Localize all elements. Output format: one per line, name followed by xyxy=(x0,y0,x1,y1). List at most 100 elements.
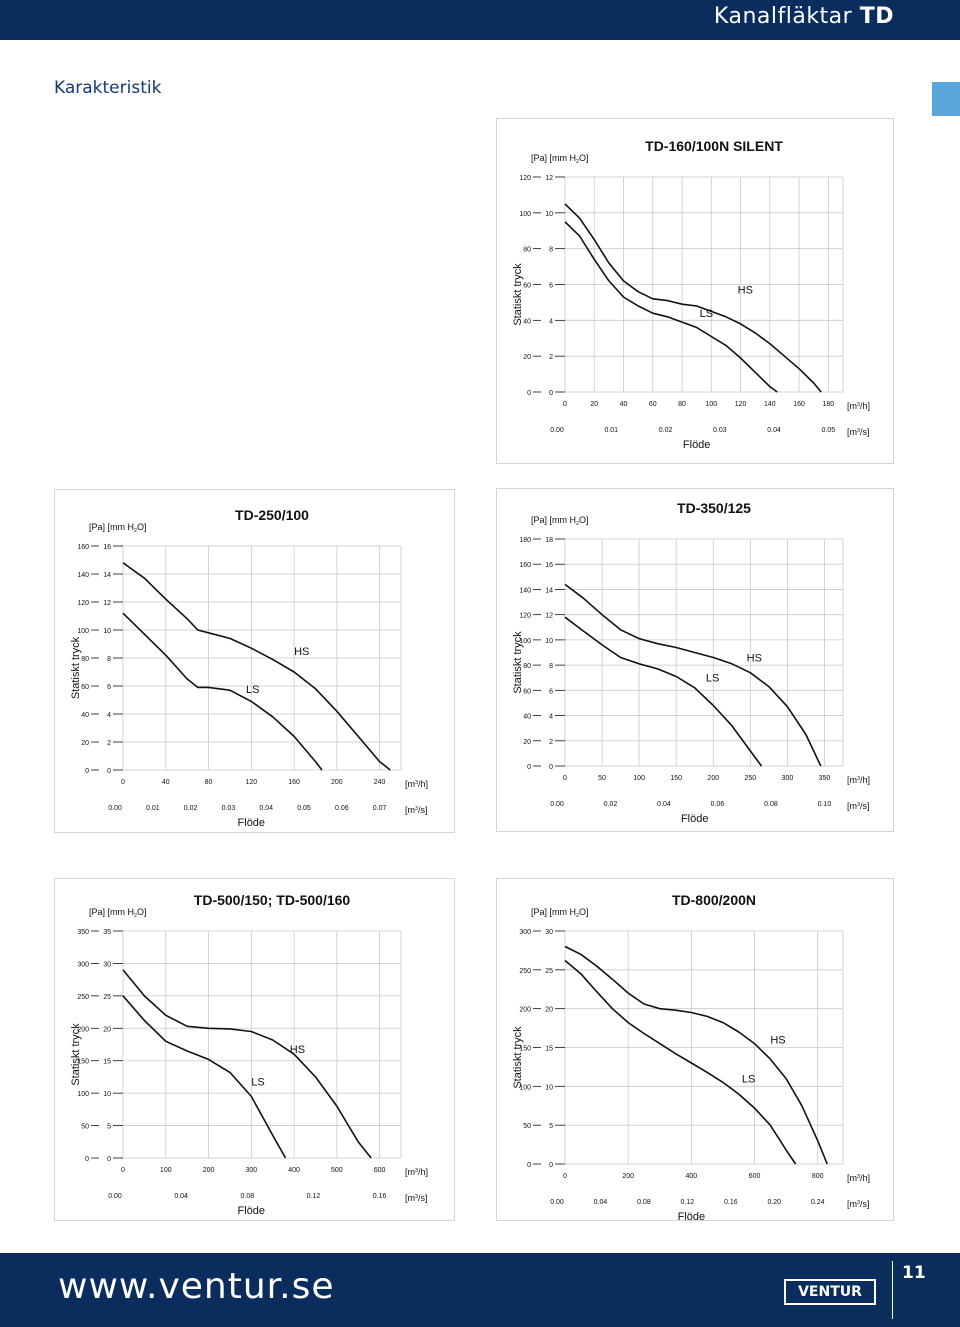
x-tick-label: 0 xyxy=(563,775,567,782)
mm-tick-label: 6 xyxy=(549,283,553,290)
pa-tick-label: 100 xyxy=(519,211,531,218)
x-tick-label: 100 xyxy=(705,401,717,408)
x-axis-title: Flöde xyxy=(681,813,709,825)
x-tick-label: 120 xyxy=(245,779,257,786)
y-axis-title: Statiskt tryck xyxy=(512,263,524,326)
pa-tick-label: 350 xyxy=(77,929,89,936)
pa-tick-label: 40 xyxy=(523,318,531,325)
series-line-hs xyxy=(122,562,391,771)
pa-tick-label: 150 xyxy=(77,1059,89,1066)
pa-tick-label: 300 xyxy=(519,929,531,936)
x-tick-label: 160 xyxy=(793,401,805,408)
curve-label-hs: HS xyxy=(747,652,762,664)
x2-tick-label: 0.07 xyxy=(373,805,387,812)
pa-tick-label: 20 xyxy=(523,739,531,746)
mm-tick-label: 10 xyxy=(545,638,553,645)
x2-tick-label: 0.16 xyxy=(373,1193,387,1200)
mm-tick-label: 10 xyxy=(545,1084,553,1091)
chart-panel-td-160: 0 0 20 2 40 4 60 6 80 8 100 10 120 12 0 20 40 60 80 100 120 1… xyxy=(496,118,894,464)
mm-tick-label: 14 xyxy=(545,587,553,594)
series-line-ls xyxy=(122,995,287,1159)
x-tick-label: 500 xyxy=(331,1167,343,1174)
x-tick-label: 80 xyxy=(205,779,213,786)
series-line-ls xyxy=(564,616,763,767)
x-unit-bottom: [m3/s] xyxy=(847,427,870,437)
x-axis-title: Flöde xyxy=(238,1205,266,1217)
pa-tick-label: 60 xyxy=(523,688,531,695)
y-axis-title: Statiskt tryck xyxy=(512,1026,524,1089)
pa-tick-label: 60 xyxy=(523,283,531,290)
mm-tick-label: 16 xyxy=(545,562,553,569)
x-tick-label: 150 xyxy=(670,775,682,782)
y-axis-title: Statiskt tryck xyxy=(512,631,524,694)
mm-tick-label: 2 xyxy=(107,740,111,747)
x2-tick-label: 0.16 xyxy=(724,1199,738,1206)
x-tick-label: 0 xyxy=(563,1173,567,1180)
pa-tick-label: 100 xyxy=(77,628,89,635)
x2-tick-label: 0.00 xyxy=(550,801,564,808)
series-line-hs xyxy=(564,203,822,393)
mm-tick-label: 20 xyxy=(103,1026,111,1033)
mm-tick-label: 35 xyxy=(103,929,111,936)
pa-tick-label: 40 xyxy=(523,714,531,721)
curve-label-ls: LS xyxy=(246,684,259,696)
title-light: Kanalfläktar xyxy=(713,4,853,29)
x-tick-label: 400 xyxy=(686,1173,698,1180)
website-link[interactable]: www.ventur.se xyxy=(58,1266,335,1307)
x2-tick-label: 0.02 xyxy=(659,427,673,434)
x2-tick-label: 0.00 xyxy=(108,1193,122,1200)
y-unit-label: [Pa] [mm H2O] xyxy=(531,153,589,165)
pa-tick-label: 250 xyxy=(519,968,531,975)
curve-label-hs: HS xyxy=(290,1044,305,1056)
x2-tick-label: 0.08 xyxy=(240,1193,254,1200)
mm-tick-label: 8 xyxy=(549,247,553,254)
x-tick-label: 400 xyxy=(288,1167,300,1174)
x-tick-label: 0 xyxy=(563,401,567,408)
x2-tick-label: 0.20 xyxy=(767,1199,781,1206)
pa-tick-label: 0 xyxy=(527,390,531,397)
x-tick-label: 120 xyxy=(735,401,747,408)
chart-panel-td-250: 0 0 20 2 40 4 60 6 80 8 100 10 120 12 140 14 160 16 0 40 80 1… xyxy=(54,489,455,833)
x-unit-top: [m3/h] xyxy=(405,1167,428,1177)
x-unit-top: [m3/h] xyxy=(847,401,870,411)
x-unit-top: [m3/h] xyxy=(405,779,428,789)
x-tick-label: 140 xyxy=(764,401,776,408)
page-number: 11 xyxy=(902,1263,926,1283)
footer-bar: www.ventur.se VENTUR 11 xyxy=(0,1253,960,1327)
x2-tick-label: 0.00 xyxy=(108,805,122,812)
x2-tick-label: 0.02 xyxy=(604,801,618,808)
x2-tick-label: 0.05 xyxy=(822,427,836,434)
chart-title: TD-350/125 xyxy=(677,500,751,516)
chart-panel-td-350: 0 0 20 2 40 4 60 6 80 8 100 10 120 12 140 14 160 16 180 18 0… xyxy=(496,488,894,832)
pa-tick-label: 250 xyxy=(77,994,89,1001)
x-tick-label: 350 xyxy=(819,775,831,782)
title-bold: TD xyxy=(859,4,894,29)
pa-tick-label: 300 xyxy=(77,961,89,968)
curve-label-hs: HS xyxy=(294,646,309,658)
y-unit-label: [Pa] [mm H2O] xyxy=(89,907,147,919)
curve-label-hs: HS xyxy=(770,1035,785,1047)
mm-tick-label: 0 xyxy=(549,764,553,771)
x-tick-label: 60 xyxy=(649,401,657,408)
x-tick-label: 0 xyxy=(121,779,125,786)
x-axis-title: Flöde xyxy=(238,817,266,829)
x2-tick-label: 0.08 xyxy=(764,801,778,808)
mm-tick-label: 10 xyxy=(545,211,553,218)
y-unit-label: [Pa] [mm H2O] xyxy=(89,522,147,534)
x2-tick-label: 0.04 xyxy=(174,1193,188,1200)
top-bar: Kanalfläktar TD xyxy=(0,0,960,40)
mm-tick-label: 2 xyxy=(549,354,553,361)
footer-divider xyxy=(892,1261,893,1319)
pa-tick-label: 0 xyxy=(527,1162,531,1169)
mm-tick-label: 0 xyxy=(107,1156,111,1163)
x-tick-label: 200 xyxy=(707,775,719,782)
mm-tick-label: 2 xyxy=(549,739,553,746)
pa-tick-label: 0 xyxy=(527,764,531,771)
x-tick-label: 100 xyxy=(633,775,645,782)
x2-tick-label: 0.00 xyxy=(550,1199,564,1206)
mm-tick-label: 14 xyxy=(103,572,111,579)
series-line-ls xyxy=(564,221,778,393)
x2-tick-label: 0.12 xyxy=(681,1199,695,1206)
